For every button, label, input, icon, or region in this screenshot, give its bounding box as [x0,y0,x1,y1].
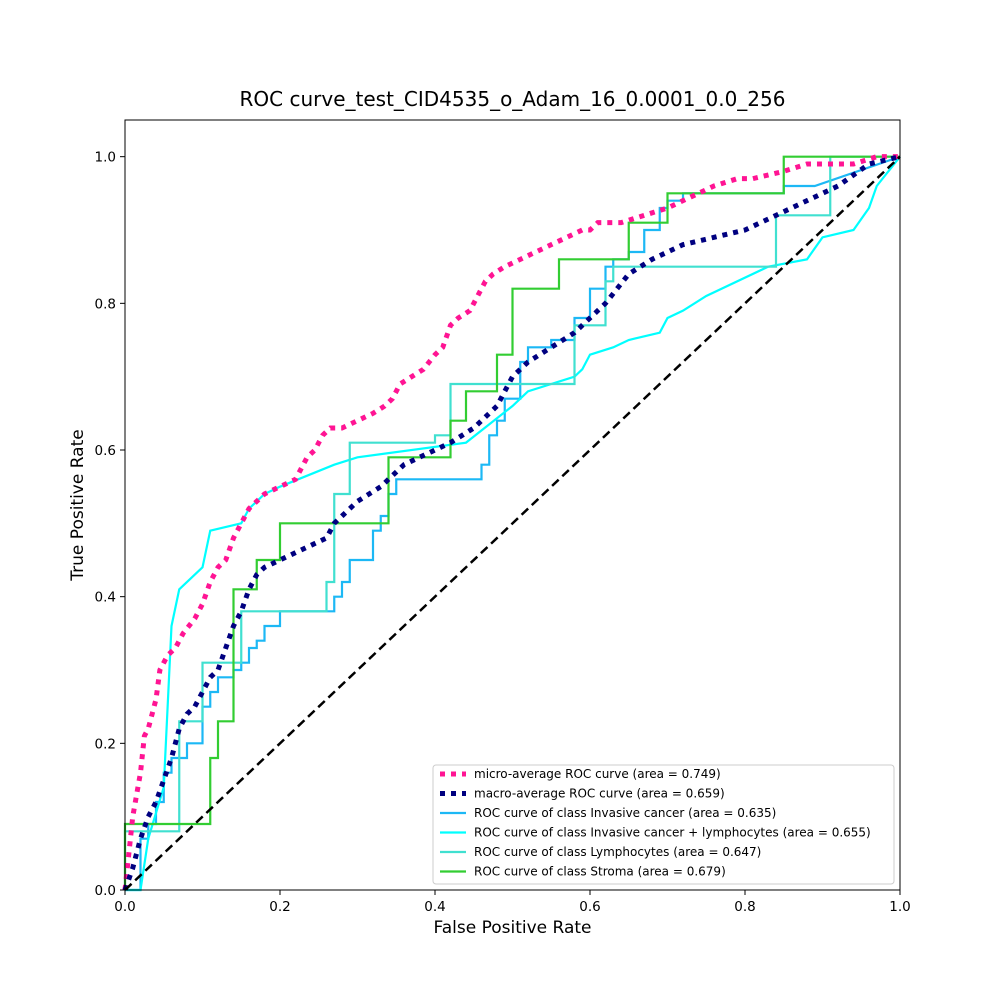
legend-label: ROC curve of class Stroma (area = 0.679) [474,865,726,879]
legend: micro-average ROC curve (area = 0.749) ma… [432,764,895,885]
y-tick-label: 0.6 [95,443,116,459]
x-tick-label: 0.2 [269,899,290,915]
chance-diagonal-line [124,155,901,891]
y-axis-label: True Positive Rate [68,429,88,581]
legend-label: macro-average ROC curve (area = 0.659) [474,787,725,801]
y-axis-ticks: 0.0 0.2 0.4 0.6 0.8 1.0 [95,150,125,899]
y-tick-label: 1.0 [95,150,116,166]
x-axis-label: False Positive Rate [434,918,592,938]
legend-label: ROC curve of class Invasive cancer + lym… [474,826,871,840]
legend-label: ROC curve of class Invasive cancer (area… [474,806,776,820]
x-tick-label: 0.0 [114,899,135,915]
plot-border [124,119,901,891]
x-tick-label: 0.6 [579,899,600,915]
y-tick-label: 0.2 [95,736,116,752]
lymphocytes-roc-line [123,155,900,890]
x-tick-label: 0.4 [424,899,445,915]
plot-area [122,119,901,892]
x-tick-label: 0.8 [734,899,755,915]
y-tick-label: 0.0 [95,883,116,899]
legend-label: ROC curve of class Lymphocytes (area = 0… [474,845,761,859]
stroma-roc-line [123,155,900,890]
micro-average-roc-line [122,154,900,891]
series-layer [122,154,901,892]
y-tick-label: 0.8 [95,296,116,312]
x-tick-label: 1.0 [889,899,910,915]
y-tick-label: 0.4 [95,590,116,606]
x-axis-ticks: 0.0 0.2 0.4 0.6 0.8 1.0 [114,890,911,915]
chart-title: ROC curve_test_CID4535_o_Adam_16_0.0001_… [240,87,786,111]
legend-label: micro-average ROC curve (area = 0.749) [474,767,721,781]
legend-box [432,764,895,885]
invasive-cancer-lymphocytes-roc-line [125,155,901,892]
